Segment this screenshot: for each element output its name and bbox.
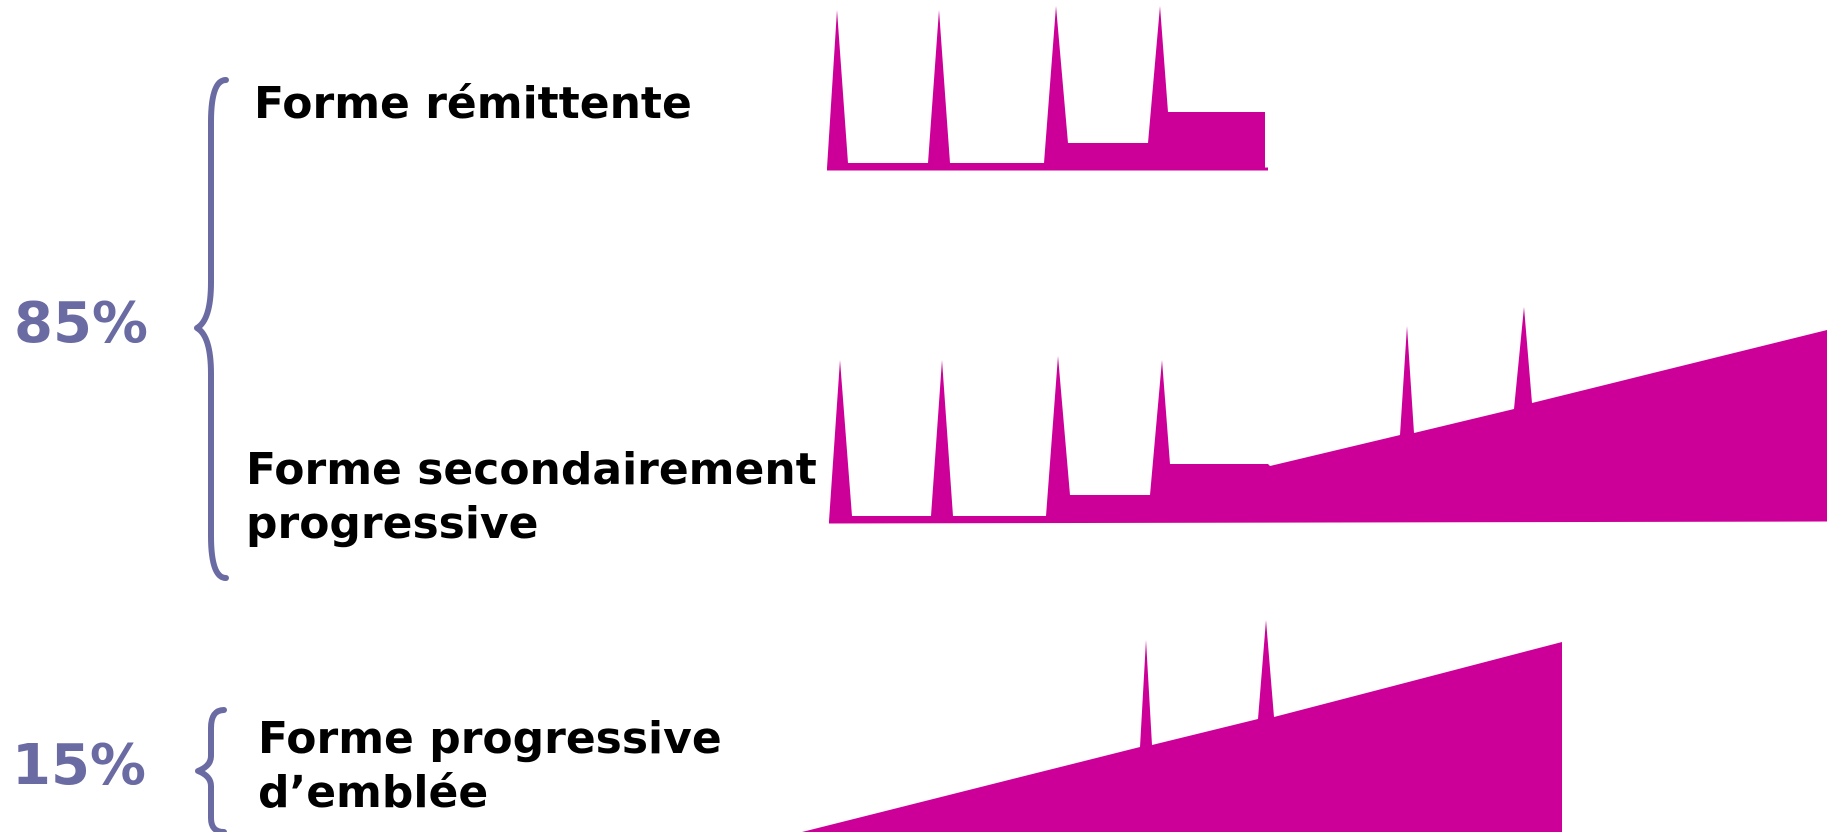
label-primary-line-2: d’emblée: [258, 767, 489, 818]
label-secondary-progressive-form: Forme secondairement progressive: [246, 443, 817, 551]
percent-label-15: 15%: [12, 733, 147, 798]
label-remittent-form: Forme rémittente: [254, 77, 692, 131]
baseline-secondary: [828, 518, 1827, 524]
label-remittent-line-1: Forme rémittente: [254, 78, 692, 129]
label-primary-progressive-form: Forme progressive d’emblée: [258, 712, 722, 820]
label-primary-line-1: Forme progressive: [258, 713, 722, 764]
profile-remittent: [827, 6, 1265, 168]
percent-label-85: 85%: [14, 291, 149, 356]
profile-secondary: [829, 307, 1827, 521]
label-secondary-line-2: progressive: [246, 498, 539, 549]
brace-15: [195, 707, 227, 832]
profile-primary: [802, 620, 1562, 832]
brace-85: [194, 77, 229, 581]
label-secondary-line-1: Forme secondairement: [246, 444, 817, 495]
